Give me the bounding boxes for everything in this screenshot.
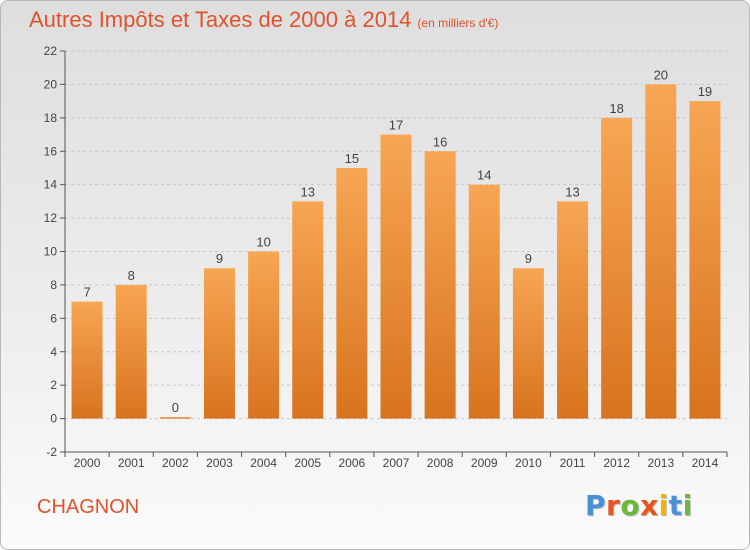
x-tick-label: 2013 [647,456,674,470]
bar [645,84,677,419]
bars: 7 8 0 9 10 13 15 17 16 14 9 13 18 20 19 [71,67,721,419]
logo-letter: i [658,489,669,522]
x-tick-label: 2007 [383,456,410,470]
chart-title-text: Autres Impôts et Taxes de 2000 à 2014 [29,7,412,32]
x-tick-label: 2011 [560,456,586,470]
logo-letter: P [585,489,607,522]
bar [248,251,280,419]
bar [601,117,633,419]
logo-letter: r [606,489,621,522]
logo-letter: x [640,489,659,522]
x-tick-label: 2001 [118,456,145,470]
data-label: 13 [565,184,579,199]
data-label: 17 [389,118,403,133]
data-label: 7 [83,285,90,300]
y-tick-label: -2 [46,445,57,459]
y-tick-label: 12 [44,211,58,225]
data-label: 15 [345,151,359,166]
bar [424,151,456,419]
logo-letter: i [682,489,693,522]
x-tick-label: 2006 [339,456,366,470]
chart-title-unit: (en milliers d'€) [417,16,499,30]
bar [557,201,589,419]
bar [115,284,147,419]
x-tick-label: 2005 [294,456,321,470]
data-label: 16 [433,134,447,149]
bar [380,134,412,419]
logo-letter: o [620,489,641,522]
data-label: 8 [128,268,135,283]
data-label: 18 [609,101,623,116]
y-tick-label: 0 [50,412,57,426]
bar [336,167,368,419]
data-label: 9 [525,251,532,266]
proxiti-logo: Proxiti [585,489,693,522]
place-name: CHAGNON [37,496,140,518]
x-tick-label: 2004 [250,456,277,470]
y-tick-label: 14 [44,178,58,192]
y-tick-label: 16 [44,144,58,158]
x-tick-label: 2012 [603,456,630,470]
y-tick-label: 20 [44,77,58,91]
x-tick-label: 2002 [162,456,189,470]
chart-title: Autres Impôts et Taxes de 2000 à 2014 (en… [29,7,498,33]
y-tick-label: 10 [44,245,58,259]
bar [71,301,103,419]
data-label: 9 [216,251,223,266]
x-tick-label: 2003 [206,456,233,470]
y-tick-label: 18 [44,111,58,125]
y-tick-label: 4 [50,345,57,359]
data-label: 20 [654,67,668,82]
x-tick-label: 2010 [515,456,542,470]
x-tick-label: 2000 [74,456,101,470]
data-label: 14 [477,168,491,183]
data-label: 10 [256,235,270,250]
x-tick-label: 2014 [692,456,719,470]
x-tick-label: 2009 [471,456,498,470]
bar [689,101,721,419]
x-tick-label: 2008 [427,456,454,470]
y-tick-label: 22 [44,44,58,58]
bar [292,201,324,419]
data-label: 19 [698,84,712,99]
data-label: 13 [300,184,314,199]
bar [512,268,544,419]
logo-letter: t [668,489,683,522]
bar [203,268,235,419]
bar [159,417,191,419]
y-tick-label: 6 [50,311,57,325]
y-tick-label: 2 [50,378,57,392]
y-tick-label: 8 [50,278,57,292]
data-label: 0 [172,400,179,415]
bar [468,184,500,419]
